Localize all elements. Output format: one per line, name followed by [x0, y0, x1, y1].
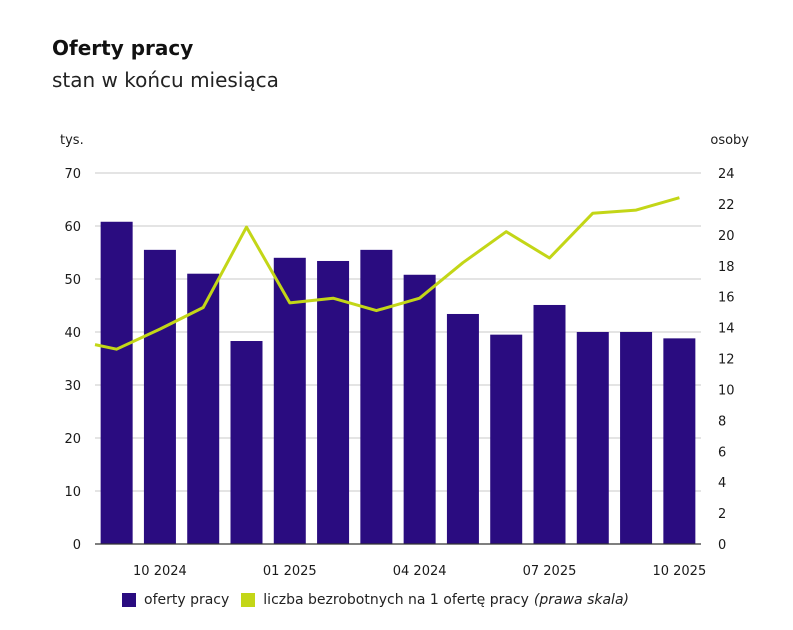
x-tick-label: 07 2025	[523, 564, 577, 579]
bar	[100, 221, 133, 544]
legend-item-bars: oferty pracy	[122, 592, 229, 608]
right-tick-label: 20	[718, 229, 735, 244]
bar	[620, 332, 653, 544]
right-tick-label: 12	[718, 353, 735, 368]
bar	[576, 332, 609, 544]
left-tick-label: 20	[64, 432, 81, 447]
legend-label-line: liczba bezrobotnych na 1 ofertę pracy	[263, 592, 529, 608]
left-tick-label: 50	[64, 273, 81, 288]
x-tick-label: 01 2025	[263, 564, 317, 579]
left-tick-label: 60	[64, 220, 81, 235]
legend-label-line-note: (prawa skala)	[533, 592, 629, 608]
gridlines	[95, 172, 701, 492]
right-tick-label: 14	[718, 322, 735, 337]
bar-series	[100, 221, 696, 544]
bar	[490, 334, 523, 544]
right-tick-label: 0	[718, 538, 726, 553]
bar	[446, 313, 479, 544]
right-tick-label: 8	[718, 414, 726, 429]
bar	[403, 274, 436, 544]
x-tick-label: 10 2025	[652, 564, 706, 579]
chart-subtitle: stan w końcu miesiąca	[52, 68, 279, 92]
left-tick-label: 70	[64, 167, 81, 182]
left-tick-label: 40	[64, 326, 81, 341]
right-tick-label: 2	[718, 507, 726, 522]
bar	[273, 257, 306, 544]
bar	[533, 304, 566, 544]
x-tick-label: 10 2024	[133, 564, 187, 579]
bar	[230, 341, 263, 544]
x-tick-label: 04 2024	[393, 564, 447, 579]
line-series	[94, 196, 680, 351]
right-tick-label: 16	[718, 291, 735, 306]
bar	[187, 273, 220, 544]
legend-item-line: liczba bezrobotnych na 1 ofertę pracy (p…	[241, 592, 629, 608]
right-tick-label: 24	[718, 167, 735, 182]
bar	[663, 338, 696, 544]
right-axis-unit: osoby	[710, 133, 749, 148]
chart-title: Oferty pracy	[52, 36, 194, 60]
legend-swatch-line	[241, 593, 256, 607]
left-axis-unit: tys.	[60, 133, 84, 148]
right-tick-label: 4	[718, 476, 726, 491]
line-path	[94, 196, 680, 351]
legend: oferty pracy liczba bezrobotnych na 1 of…	[122, 592, 641, 608]
left-tick-label: 0	[73, 538, 81, 553]
right-tick-label: 6	[718, 445, 726, 460]
right-tick-label: 18	[718, 260, 735, 275]
left-tick-label: 10	[64, 485, 81, 500]
legend-swatch-bars	[122, 593, 136, 607]
right-tick-label: 22	[718, 198, 735, 213]
legend-label-bars: oferty pracy	[144, 592, 230, 608]
right-tick-label: 10	[718, 383, 735, 398]
left-tick-label: 30	[64, 379, 81, 394]
bar	[143, 249, 176, 544]
bar	[360, 249, 393, 544]
bar	[317, 260, 350, 544]
